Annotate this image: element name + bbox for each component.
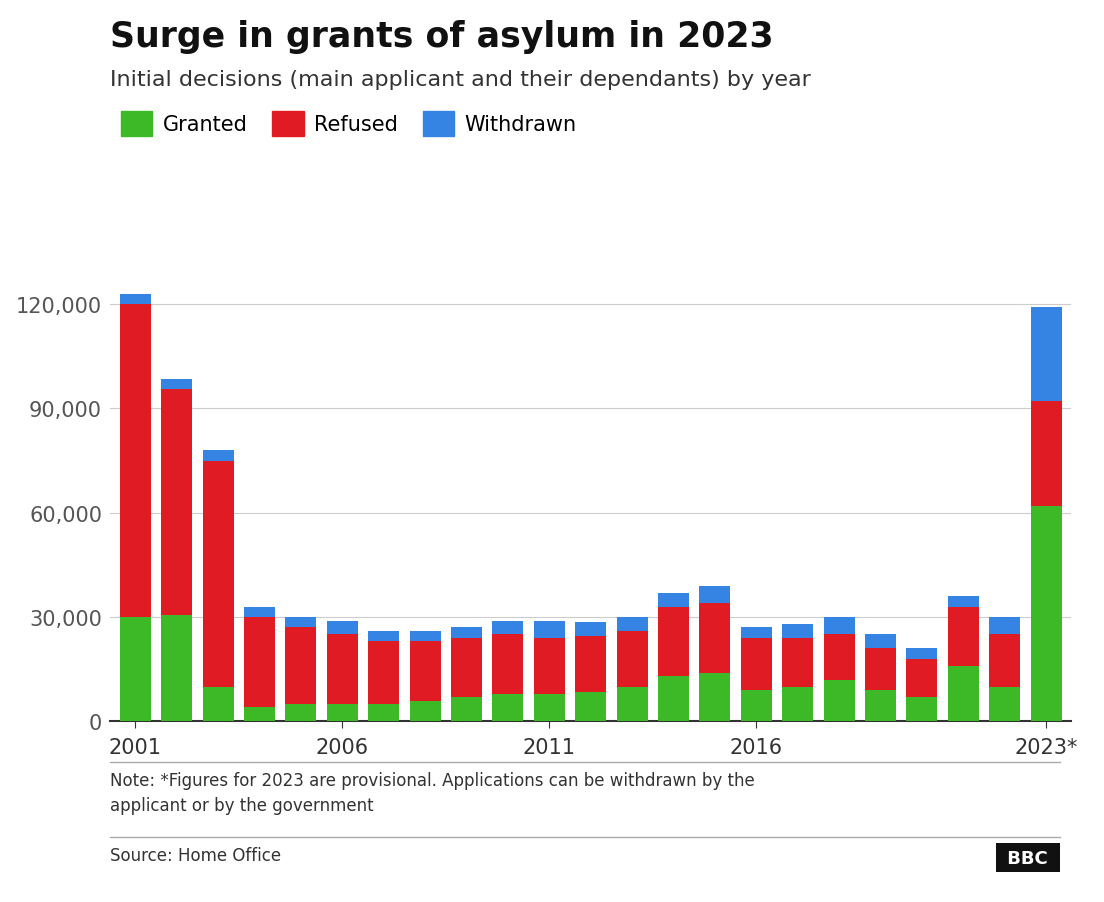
Bar (658, 607, 689, 676)
Bar (410, 631, 440, 641)
Bar (906, 649, 937, 659)
Bar (575, 692, 606, 722)
Bar (782, 624, 814, 639)
Bar (119, 617, 151, 722)
Bar (410, 641, 440, 701)
Text: Source: Home Office: Source: Home Office (110, 846, 282, 864)
Bar (285, 617, 317, 628)
Text: Surge in grants of asylum in 2023: Surge in grants of asylum in 2023 (110, 20, 774, 54)
Bar (699, 586, 731, 603)
Bar (368, 704, 400, 722)
Bar (533, 621, 565, 639)
Bar (864, 649, 896, 690)
Bar (741, 628, 772, 639)
Bar (492, 694, 523, 722)
Bar (699, 673, 731, 722)
Bar (616, 686, 648, 722)
Bar (947, 607, 979, 666)
Text: Note: *Figures for 2023 are provisional. Applications can be withdrawn by the
ap: Note: *Figures for 2023 are provisional.… (110, 771, 755, 815)
Bar (782, 686, 814, 722)
Bar (492, 635, 523, 694)
Bar (327, 704, 358, 722)
Bar (119, 294, 151, 305)
Bar (327, 635, 358, 704)
Text: BBC: BBC (1001, 849, 1054, 867)
Bar (161, 616, 192, 722)
Text: Initial decisions (main applicant and their dependants) by year: Initial decisions (main applicant and th… (110, 70, 811, 90)
Bar (368, 641, 400, 704)
Bar (741, 639, 772, 690)
Bar (533, 694, 565, 722)
Bar (450, 639, 482, 697)
Bar (327, 621, 358, 635)
Bar (1030, 402, 1062, 506)
Bar (824, 680, 854, 722)
Bar (699, 603, 731, 673)
Bar (202, 461, 234, 686)
Bar (244, 617, 275, 708)
Bar (616, 617, 648, 631)
Bar (824, 617, 854, 635)
Bar (410, 701, 440, 722)
Bar (285, 704, 317, 722)
Bar (1030, 506, 1062, 722)
Bar (202, 686, 234, 722)
Legend: Granted, Refused, Withdrawn: Granted, Refused, Withdrawn (120, 112, 576, 137)
Bar (947, 596, 979, 607)
Bar (533, 639, 565, 694)
Bar (244, 607, 275, 617)
Bar (575, 637, 606, 692)
Bar (492, 621, 523, 635)
Bar (575, 622, 606, 637)
Bar (244, 708, 275, 722)
Bar (616, 631, 648, 686)
Bar (119, 305, 151, 617)
Bar (285, 628, 317, 704)
Bar (741, 690, 772, 722)
Bar (989, 635, 1020, 686)
Bar (864, 690, 896, 722)
Bar (824, 635, 854, 680)
Bar (947, 666, 979, 722)
Bar (450, 628, 482, 639)
Bar (1030, 308, 1062, 402)
Bar (202, 451, 234, 461)
Bar (989, 686, 1020, 722)
Bar (161, 390, 192, 616)
Bar (368, 631, 400, 641)
Bar (658, 593, 689, 607)
Bar (906, 697, 937, 722)
Bar (450, 697, 482, 722)
Bar (782, 639, 814, 686)
Bar (658, 676, 689, 722)
Bar (864, 635, 896, 649)
Bar (989, 617, 1020, 635)
Bar (161, 380, 192, 390)
Bar (906, 659, 937, 697)
